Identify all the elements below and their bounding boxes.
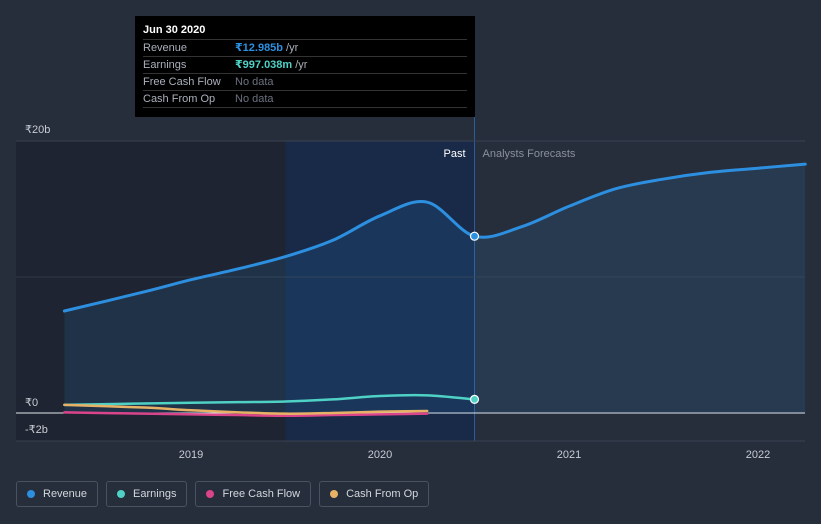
legend-item-earnings[interactable]: Earnings (106, 481, 188, 507)
tooltip-label: Free Cash Flow (143, 76, 221, 88)
tooltip-unit: /yr (295, 59, 308, 71)
x-tick-label: 2020 (368, 449, 392, 461)
earnings-dot-icon (117, 490, 126, 498)
tooltip: Jun 30 2020 Revenue ₹12.985b /yr Earning… (135, 16, 475, 117)
x-tick-label: 2019 (179, 449, 203, 461)
revenue-dot-icon (27, 490, 35, 498)
free-cash-flow-line (63, 411, 429, 417)
highlight-region (285, 141, 475, 441)
tooltip-unit: /yr (286, 42, 299, 54)
tooltip-value: No data (235, 76, 274, 88)
legend-label: Earnings (133, 488, 177, 500)
earnings-line (63, 393, 476, 407)
tooltip-row-revenue: Revenue ₹12.985b /yr (143, 40, 467, 57)
tooltip-value: No data (235, 93, 274, 105)
revenue-line (62, 162, 807, 313)
legend-item-cash-from-op[interactable]: Cash From Op (319, 481, 430, 507)
y-tick-label: ₹0 (25, 397, 38, 409)
tooltip-label: Cash From Op (143, 93, 216, 105)
y-tick-label: ₹20b (25, 124, 50, 136)
revenue-marker (469, 231, 480, 241)
free-cash-flow-dot-icon (206, 490, 215, 498)
legend: Revenue Earnings Free Cash Flow Cash Fro… (16, 481, 430, 507)
tooltip-row-cash-from-op: Cash From Op No data (143, 91, 467, 108)
x-tick-label: 2022 (746, 449, 770, 461)
tooltip-label: Earnings (143, 59, 187, 71)
forecast-label: Analysts Forecasts (483, 148, 576, 160)
tooltip-label: Revenue (143, 42, 188, 54)
tooltip-value: ₹12.985b (235, 42, 284, 54)
earnings-marker (469, 394, 480, 404)
y-tick-label: -₹2b (25, 424, 48, 436)
legend-item-free-cash-flow[interactable]: Free Cash Flow (195, 481, 312, 507)
x-tick-label: 2021 (557, 449, 581, 461)
legend-item-revenue[interactable]: Revenue (16, 481, 99, 507)
tooltip-date: Jun 30 2020 (143, 22, 467, 40)
cash-from-op-dot-icon (330, 490, 339, 498)
tooltip-row-free-cash-flow: Free Cash Flow No data (143, 74, 467, 91)
legend-label: Revenue (43, 488, 88, 500)
tooltip-value: ₹997.038m (235, 59, 293, 71)
tooltip-row-earnings: Earnings ₹997.038m /yr (143, 57, 467, 74)
revenue-area (64, 164, 806, 413)
cash-from-op-line (63, 403, 429, 415)
past-label: Past (443, 148, 465, 160)
legend-label: Free Cash Flow (222, 488, 301, 500)
legend-label: Cash From Op (346, 488, 419, 500)
